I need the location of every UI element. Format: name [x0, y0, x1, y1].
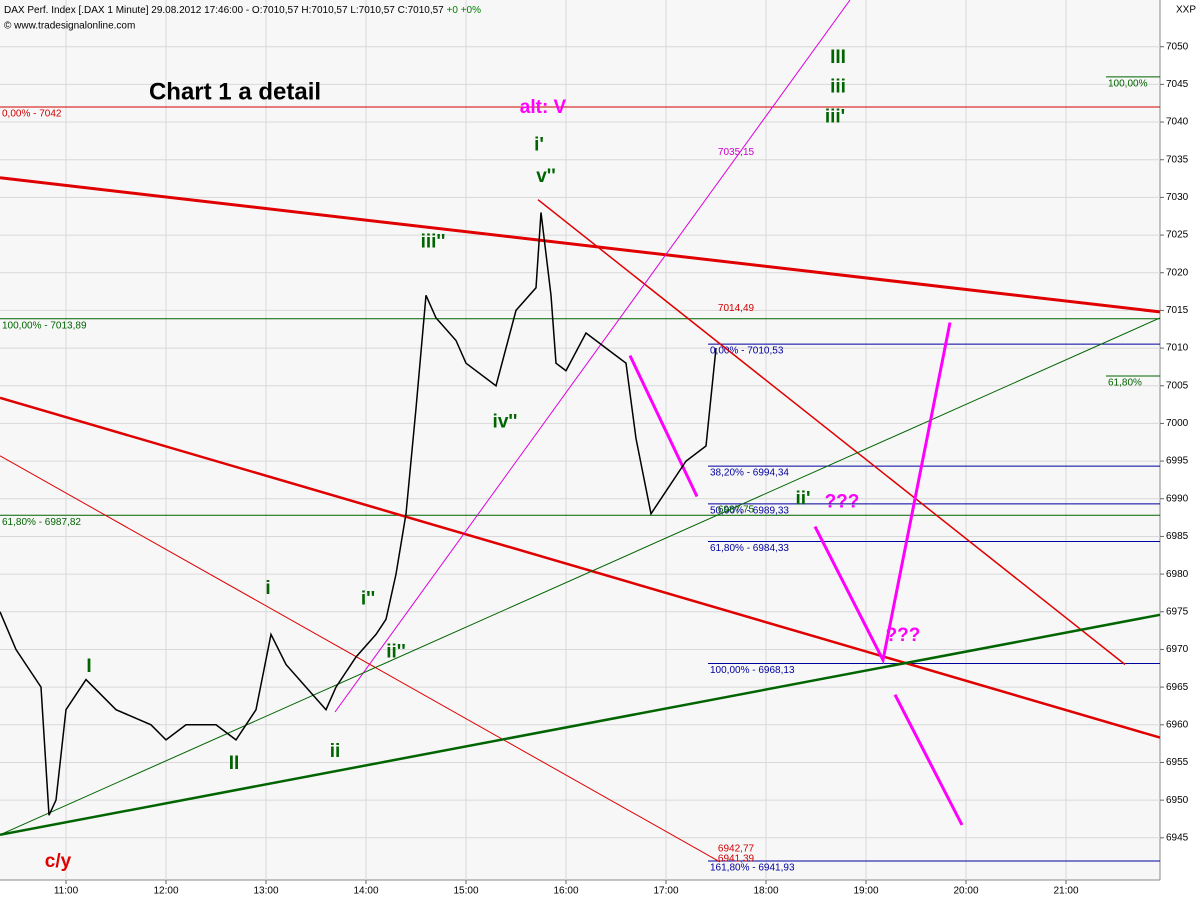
- y-tick-label: 6960: [1166, 719, 1189, 730]
- price-label: 7014,49: [718, 303, 755, 314]
- wave-label: iii': [825, 107, 845, 128]
- price-label: 6942,77: [718, 843, 755, 854]
- level-label: 100,00% - 7013,89: [2, 320, 87, 331]
- y-tick-label: 7035: [1166, 154, 1189, 165]
- plot-area: [0, 0, 1160, 880]
- y-tick-label: 7010: [1166, 343, 1189, 354]
- level-label: 38,20% - 6994,34: [710, 468, 789, 479]
- x-tick-label: 17:00: [653, 886, 678, 897]
- x-tick-label: 14:00: [353, 886, 378, 897]
- y-tick-label: 7025: [1166, 230, 1189, 241]
- level-label: 100,00% - 6968,13: [710, 665, 795, 676]
- y-tick-label: 7020: [1166, 267, 1189, 278]
- y-tick-label: 6950: [1166, 795, 1189, 806]
- y-tick-label: 7050: [1166, 41, 1189, 52]
- trendline: [628, 354, 699, 498]
- wave-label: II: [229, 753, 240, 774]
- y-axis-area: [1160, 0, 1200, 900]
- y-tick-label: 6995: [1166, 456, 1189, 467]
- wave-label: i'': [361, 589, 375, 610]
- x-tick-label: 15:00: [453, 886, 478, 897]
- level-label: 100,00%: [1108, 78, 1148, 89]
- trendline: [0, 613, 1161, 837]
- chart-title: Chart 1 a detail: [149, 78, 321, 105]
- y-tick-label: 6990: [1166, 493, 1189, 504]
- y-tick-label: 7040: [1166, 117, 1189, 128]
- header-instrument: DAX Perf. Index [.DAX 1 Minute] 29.08.20…: [4, 5, 481, 16]
- y-tick-label: 7015: [1166, 305, 1189, 316]
- x-tick-label: 21:00: [1053, 886, 1078, 897]
- x-tick-label: 12:00: [153, 886, 178, 897]
- y-tick-label: 6955: [1166, 757, 1189, 768]
- x-tick-label: 18:00: [753, 886, 778, 897]
- wave-label: iii: [830, 76, 846, 97]
- trendline: [0, 317, 1161, 836]
- wave-label: ???: [825, 492, 860, 513]
- trendline: [0, 455, 721, 863]
- price-label: 6941,39: [718, 854, 755, 865]
- wave-label: ii'': [386, 641, 406, 662]
- y-tick-label: 6975: [1166, 606, 1189, 617]
- level-label: 50,00% - 6989,33: [710, 505, 789, 516]
- copyright: © www.tradesignalonline.com: [4, 21, 135, 32]
- trendline: [537, 199, 1126, 666]
- y-tick-label: 7000: [1166, 418, 1189, 429]
- instrument: DAX Perf. Index [.DAX 1 Minute] 29.08.20…: [4, 5, 444, 16]
- y-tick-label: 6945: [1166, 832, 1189, 843]
- wave-label: ii: [330, 741, 341, 762]
- level-label: 0,00% - 7010,53: [710, 346, 784, 357]
- level-label: 61,80%: [1108, 378, 1142, 389]
- trendline: [893, 694, 964, 826]
- y-tick-label: 6965: [1166, 682, 1189, 693]
- trendline: [0, 176, 1161, 314]
- wave-label: III: [830, 47, 846, 68]
- level-label: 0,00% - 7042: [2, 109, 62, 120]
- trendline: [813, 322, 952, 665]
- x-tick-label: 20:00: [953, 886, 978, 897]
- wave-label: i: [265, 578, 270, 599]
- wave-label: c/y: [45, 851, 72, 872]
- y-tick-label: 6970: [1166, 644, 1189, 655]
- wave-label: I: [86, 656, 91, 677]
- y-tick-label: 6985: [1166, 531, 1189, 542]
- change: +0 +0%: [447, 5, 482, 16]
- y-tick-label: 7030: [1166, 192, 1189, 203]
- level-label: 61,80% - 6987,82: [2, 517, 81, 528]
- trendline: [0, 396, 1161, 739]
- wave-label: ???: [886, 625, 921, 646]
- x-tick-label: 13:00: [253, 886, 278, 897]
- wave-label: ii': [795, 489, 810, 510]
- wave-label: i': [534, 134, 544, 155]
- level-label: 61,80% - 6984,33: [710, 543, 789, 554]
- price-label: 7035,15: [718, 147, 755, 158]
- price-line: [0, 212, 717, 816]
- x-tick-label: 19:00: [853, 886, 878, 897]
- price-label: 6987,75: [718, 504, 755, 515]
- level-label: 161,80% - 6941,93: [710, 863, 795, 874]
- trendline: [334, 0, 851, 713]
- x-tick-label: 16:00: [553, 886, 578, 897]
- y-tick-label: 6980: [1166, 569, 1189, 580]
- wave-label: iv'': [493, 412, 518, 433]
- y-tick-label: 7045: [1166, 79, 1189, 90]
- wave-label: iii'': [421, 232, 446, 253]
- y-tick-label: 7005: [1166, 380, 1189, 391]
- wave-label: v'': [536, 166, 556, 187]
- wave-label: alt: V: [520, 97, 567, 118]
- x-tick-label: 11:00: [54, 886, 79, 897]
- code: XXP: [1176, 5, 1196, 16]
